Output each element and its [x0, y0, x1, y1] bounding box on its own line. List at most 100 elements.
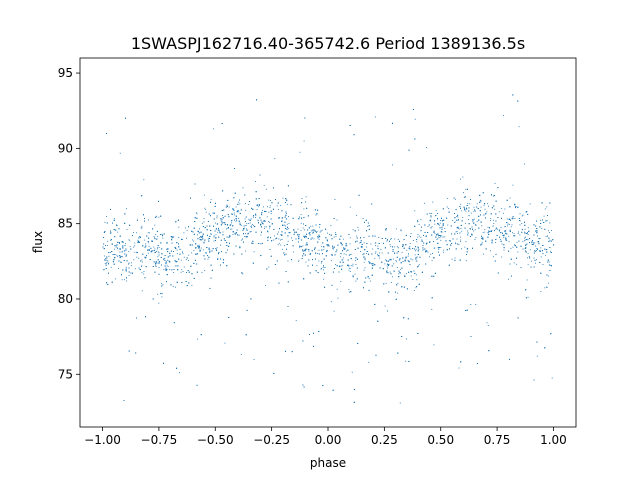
data-point [291, 351, 293, 353]
data-point [345, 245, 347, 247]
data-point [240, 353, 242, 355]
data-point [510, 226, 512, 228]
data-point [420, 219, 422, 221]
data-point [201, 239, 203, 241]
data-point [536, 259, 537, 261]
data-point [342, 238, 344, 240]
data-point [286, 248, 287, 250]
data-point [356, 214, 358, 216]
data-point [546, 286, 548, 288]
data-point [226, 236, 228, 238]
data-point [460, 178, 461, 180]
data-point [124, 222, 126, 224]
data-point [442, 236, 444, 238]
data-point [259, 217, 261, 219]
data-point [153, 246, 155, 248]
data-point [141, 259, 143, 261]
data-point [538, 241, 540, 243]
data-point [261, 221, 263, 223]
data-point [104, 231, 106, 232]
data-point [302, 250, 304, 252]
data-point [125, 270, 127, 272]
data-point [156, 247, 158, 249]
data-point [123, 250, 125, 252]
data-point [114, 245, 116, 247]
data-point [413, 270, 415, 272]
data-point [518, 231, 519, 233]
data-point [171, 237, 173, 239]
data-point [398, 273, 400, 275]
data-point [349, 271, 351, 272]
data-point [423, 234, 424, 236]
data-point [207, 220, 209, 222]
data-point [438, 248, 440, 250]
data-point [360, 242, 362, 243]
data-point [192, 231, 194, 233]
data-point [324, 266, 326, 268]
data-point [292, 251, 294, 253]
data-point [161, 293, 163, 295]
data-point [138, 240, 139, 242]
data-point [158, 302, 160, 304]
data-point [425, 236, 427, 237]
data-point [312, 229, 314, 231]
data-point [401, 251, 403, 253]
data-point [524, 237, 526, 239]
data-point [385, 282, 387, 284]
data-point [217, 231, 219, 233]
data-point [534, 259, 536, 261]
data-point [468, 223, 470, 225]
data-point [129, 240, 131, 242]
data-point [285, 202, 286, 204]
data-point [418, 265, 419, 267]
data-point [102, 269, 104, 271]
data-point [106, 262, 107, 264]
data-point [143, 273, 145, 275]
data-point [276, 205, 278, 207]
data-point [336, 249, 338, 251]
data-point [469, 228, 471, 230]
data-point [226, 199, 228, 201]
data-point [435, 215, 437, 217]
data-point [429, 241, 431, 243]
data-point [401, 335, 403, 337]
data-point [284, 254, 285, 256]
data-point [288, 216, 289, 217]
data-point [134, 268, 136, 270]
data-point [246, 229, 248, 231]
data-point [503, 247, 505, 249]
data-point [472, 247, 473, 249]
data-point [363, 269, 365, 271]
data-point [301, 198, 303, 199]
data-point [437, 223, 439, 225]
data-point [417, 254, 419, 255]
data-point [515, 207, 516, 209]
data-point [374, 116, 376, 118]
data-point [521, 229, 523, 231]
data-point [521, 232, 523, 234]
data-point [500, 240, 502, 242]
data-point [313, 332, 314, 334]
data-point [538, 243, 540, 245]
data-point [542, 253, 544, 255]
data-point [128, 263, 129, 265]
data-point [514, 245, 516, 247]
data-point [475, 210, 477, 212]
data-point [260, 226, 262, 228]
data-point [396, 261, 397, 263]
data-point [280, 234, 282, 236]
data-point [163, 269, 165, 270]
data-point [125, 268, 127, 270]
data-point [399, 258, 401, 260]
data-point [121, 279, 123, 281]
data-point [438, 236, 440, 238]
data-point [281, 220, 283, 222]
data-point [544, 228, 546, 230]
data-point [317, 209, 319, 211]
data-point [143, 179, 145, 181]
data-point [482, 232, 484, 234]
data-point [203, 255, 205, 257]
data-point [488, 350, 490, 352]
data-point [117, 247, 118, 249]
data-point [285, 212, 287, 214]
